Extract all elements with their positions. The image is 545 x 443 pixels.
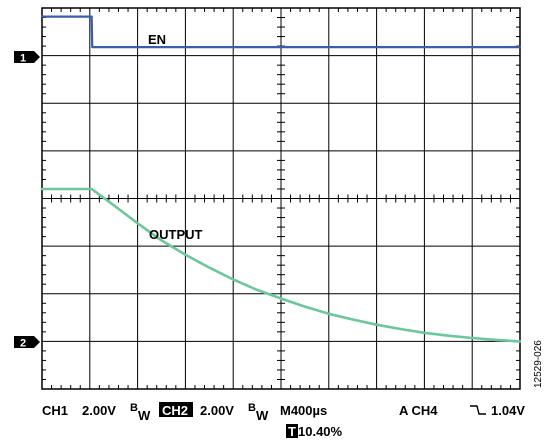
channel-1-marker: 1: [14, 51, 40, 65]
timebase-readout: M400µs: [280, 403, 327, 418]
falling-edge-icon: [470, 405, 486, 415]
trigger-position: 10.40%: [298, 424, 343, 439]
channel-2-marker-label: 2: [20, 338, 26, 350]
channel-2-marker: 2: [14, 336, 40, 350]
waveform-output: [40, 187, 522, 343]
channel-1-marker-shape: [14, 51, 40, 63]
channel-2-marker-shape: [14, 336, 40, 348]
series-label-en: EN: [148, 32, 166, 47]
trigger-position-marker-box: [286, 424, 298, 438]
ch1-bandwidth-limit: B: [130, 402, 138, 414]
ch1-label: CH1: [42, 403, 68, 418]
figure-number: 12529-026: [533, 340, 544, 388]
ch2-label-box: [159, 402, 193, 417]
waveform-layer: [40, 15, 522, 343]
ch2-bandwidth-limit-sub: W: [256, 408, 269, 423]
ch1-scale: 2.00V: [82, 403, 116, 418]
trigger-level: 1.04V: [491, 403, 525, 418]
trigger-position-marker: T: [288, 424, 296, 439]
ch2-bandwidth-limit: B: [248, 402, 256, 414]
scope-status-bar: CH1 2.00V B W CH2 2.00V B W M400µs A CH4…: [42, 402, 525, 439]
graticule-ticks: [42, 8, 520, 389]
trigger-source: A CH4: [399, 403, 438, 418]
channel-1-marker-label: 1: [20, 53, 26, 65]
series-label-output: OUTPUT: [149, 227, 203, 242]
ch2-label: CH2: [162, 403, 188, 418]
plot-area: EN OUTPUT: [40, 7, 522, 390]
ch1-bandwidth-limit-sub: W: [138, 408, 151, 423]
waveform-en: [40, 15, 522, 49]
ch2-scale: 2.00V: [200, 403, 234, 418]
